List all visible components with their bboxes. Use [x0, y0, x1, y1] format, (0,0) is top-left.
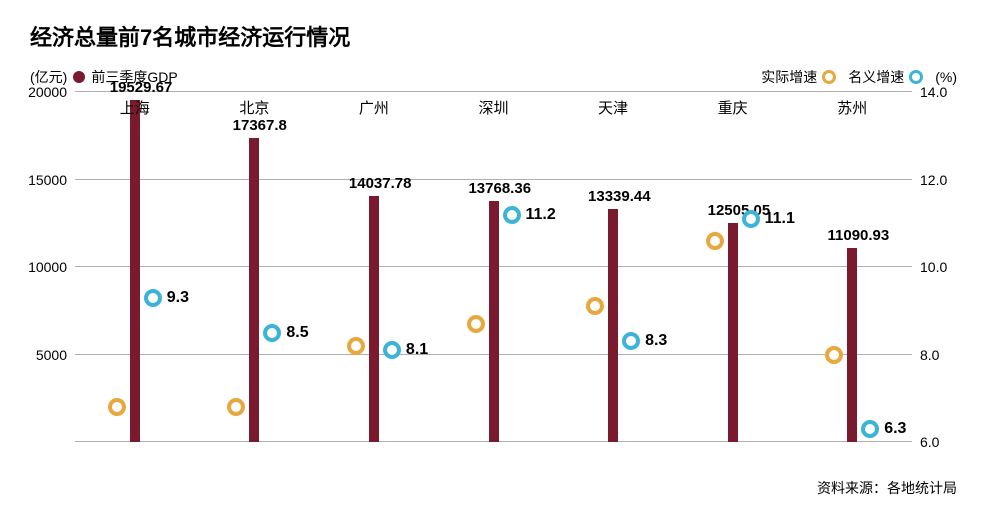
city-name-label: 北京: [239, 97, 269, 118]
gdp-legend-marker: [73, 71, 85, 83]
y-left-tick: 5000: [36, 347, 67, 363]
chart-container: 经济总量前7名城市经济运行情况 (亿元) 前三季度GDP 实际增速 名义增速 (…: [0, 0, 987, 510]
city-group: 13768.3611.2深圳: [439, 92, 549, 442]
city-group: 17367.8 8.5 北京: [199, 92, 309, 442]
city-name-label: 深圳: [478, 97, 508, 118]
nominal-marker: [263, 324, 281, 342]
gdp-bar: [489, 201, 499, 442]
city-group: 13339.44 8.3 天津: [558, 92, 668, 442]
gdp-value-label: 11090.93: [828, 227, 890, 244]
gdp-value-label: 14037.78: [349, 175, 412, 192]
city-group: 12505.0511.1重庆: [678, 92, 788, 442]
city-name-label: 天津: [598, 97, 628, 118]
real-legend-label: 实际增速: [761, 67, 817, 87]
y-right-tick: 10.0: [920, 259, 947, 275]
nominal-legend: 名义增速: [848, 67, 923, 87]
gdp-bar: [728, 223, 738, 442]
y-left-tick: 15000: [28, 172, 67, 188]
nominal-value-label: 8.1: [406, 341, 428, 359]
nominal-marker: [503, 206, 521, 224]
real-marker: [825, 346, 843, 364]
nominal-value-label: 11.2: [526, 206, 556, 224]
nominal-marker: [622, 332, 640, 350]
city-name-label: 广州: [359, 97, 389, 118]
gdp-bar: [369, 196, 379, 442]
source-text: 资料来源：各地统计局: [817, 478, 957, 498]
real-marker: [467, 315, 485, 333]
y-left-tick: 10000: [28, 259, 67, 275]
gdp-value-label: 13768.36: [468, 180, 531, 197]
gdp-bar: [847, 248, 857, 442]
nominal-marker: [861, 420, 879, 438]
gdp-value-label: 13339.44: [588, 188, 651, 205]
y-right-tick: 6.0: [920, 434, 939, 450]
nominal-value-label: 6.3: [884, 420, 906, 438]
city-name-label: 上海: [120, 97, 150, 118]
y-left-tick: 20000: [28, 84, 67, 100]
y-right-tick: 14.0: [920, 84, 947, 100]
nominal-marker: [742, 210, 760, 228]
gdp-value-label: 17367.8: [233, 117, 287, 134]
real-marker: [586, 297, 604, 315]
nominal-legend-label: 名义增速: [848, 67, 904, 87]
nominal-value-label: 9.3: [167, 289, 189, 307]
gdp-bar: [249, 138, 259, 442]
real-marker: [108, 398, 126, 416]
gdp-value-label: 12505.05: [708, 202, 771, 219]
gdp-value-label: 19529.67: [110, 79, 173, 96]
nominal-value-label: 8.3: [645, 332, 667, 350]
city-group: 14037.78 8.1 广州: [319, 92, 429, 442]
city-name-label: 苏州: [837, 97, 867, 118]
real-marker: [347, 337, 365, 355]
gdp-bar: [608, 209, 618, 442]
nominal-legend-marker: [909, 70, 923, 84]
nominal-marker: [383, 341, 401, 359]
real-marker: [706, 232, 724, 250]
real-marker: [227, 398, 245, 416]
y-right-tick: 8.0: [920, 347, 939, 363]
chart-title: 经济总量前7名城市经济运行情况: [30, 20, 957, 52]
plot-area: 50001000015000200006.08.010.012.014.0195…: [30, 92, 957, 462]
y-right-tick: 12.0: [920, 172, 947, 188]
gdp-bar: [130, 100, 140, 442]
city-group: 11090.93 6.3 苏州: [797, 92, 907, 442]
real-legend-marker: [822, 70, 836, 84]
city-name-label: 重庆: [718, 97, 748, 118]
nominal-marker: [144, 289, 162, 307]
city-group: 19529.679.3上海: [80, 92, 190, 442]
real-legend: 实际增速: [761, 67, 836, 87]
y-right-unit: (%): [935, 69, 957, 85]
nominal-value-label: 8.5: [286, 324, 308, 342]
nominal-value-label: 11.1: [765, 210, 795, 228]
